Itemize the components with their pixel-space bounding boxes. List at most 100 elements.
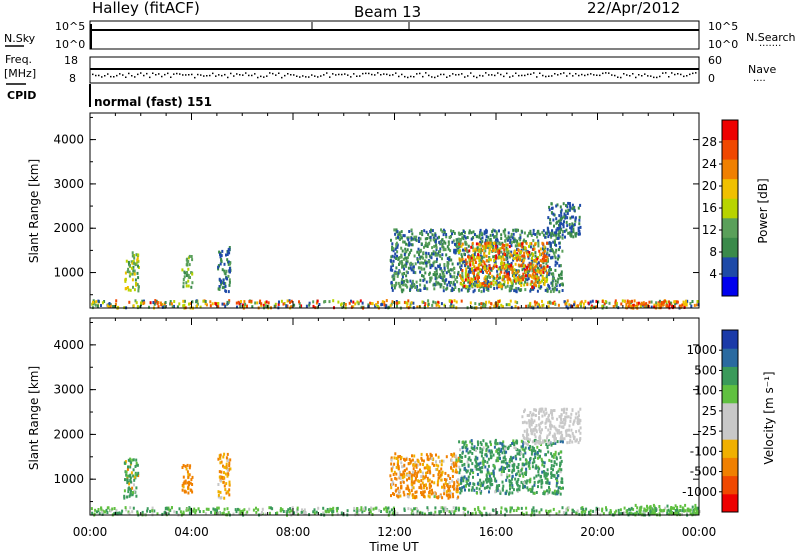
vel-cell: [522, 474, 525, 478]
vel-cell: [428, 491, 431, 495]
power-cell: [492, 228, 495, 232]
power-cell: [547, 230, 550, 234]
power-cell: [546, 257, 549, 261]
nave-dot: [266, 75, 268, 77]
power-cell: [455, 300, 458, 304]
power-cell: [397, 233, 400, 237]
vel-cell: [326, 508, 329, 511]
power-cell: [260, 302, 263, 306]
vel-cell: [481, 460, 484, 464]
power-cell: [456, 249, 459, 253]
power-cell: [421, 233, 424, 237]
vel-cell: [674, 511, 677, 515]
vel-cell: [394, 452, 397, 456]
vel-cell: [484, 465, 487, 469]
vel-cell: [617, 508, 620, 512]
vel-cell: [629, 508, 632, 512]
power-cell: [390, 255, 393, 259]
vel-cell: [527, 442, 529, 446]
vel-cell: [90, 507, 93, 511]
power-cell: [504, 275, 507, 279]
power-cell: [465, 242, 468, 246]
vel-cell: [391, 480, 394, 484]
power-cell: [477, 284, 480, 288]
vel-cell: [573, 435, 576, 439]
vel-cell: [625, 509, 628, 513]
power-cell: [470, 256, 473, 260]
power-cell: [662, 300, 665, 304]
vel-cell: [487, 479, 490, 483]
vel-cell: [528, 421, 531, 425]
power-cell: [422, 279, 425, 283]
power-cell: [442, 233, 445, 237]
vel-cell: [533, 433, 536, 437]
nave-dot: [167, 72, 169, 75]
power-cell: [434, 301, 437, 305]
power-cell: [185, 284, 188, 288]
power-cell: [467, 280, 470, 284]
vel-cell: [508, 460, 511, 464]
power-cell: [264, 301, 267, 305]
power-cell: [130, 266, 133, 270]
power-cell: [223, 262, 226, 266]
x-axis-title: Time UT: [368, 540, 419, 554]
power-cell: [615, 304, 618, 308]
power-cell: [464, 231, 466, 234]
nave-dot: [257, 76, 259, 79]
vel-cell: [433, 512, 435, 516]
vel-cell: [528, 413, 531, 417]
vel-cell: [515, 457, 518, 461]
power-cell: [522, 260, 525, 264]
vel-cell: [570, 412, 573, 416]
power-colorbar-tick-label: 28: [702, 135, 717, 149]
power-cell: [427, 242, 430, 246]
power-cell: [457, 272, 459, 276]
power-cell: [551, 231, 554, 235]
vel-cell: [579, 419, 582, 423]
vel-cell: [689, 512, 692, 516]
power-cell: [437, 265, 440, 269]
power-cell: [567, 208, 570, 212]
power-cell: [486, 239, 489, 243]
power-cell: [136, 271, 139, 275]
power-cell: [132, 304, 135, 308]
power-cell: [458, 289, 461, 293]
vel-cell: [411, 509, 414, 513]
power-cell: [544, 254, 547, 258]
vel-cell: [460, 488, 463, 492]
nave-dot: [668, 76, 670, 78]
vel-cell: [187, 485, 190, 489]
power-cell: [421, 274, 423, 278]
vel-cell: [228, 461, 231, 465]
vel-cell: [415, 476, 417, 480]
nave-dot: [596, 74, 598, 76]
vel-cell: [545, 453, 547, 457]
nave-dot: [629, 75, 631, 77]
vel-cell: [433, 494, 436, 498]
power-cell: [408, 243, 411, 247]
vel-cell: [126, 474, 129, 478]
power-cell: [396, 230, 399, 234]
vel-cell: [566, 441, 569, 445]
vel-cell: [464, 440, 467, 444]
vel-cell: [129, 493, 132, 497]
vel-cell: [480, 443, 483, 446]
vel-cell: [689, 508, 691, 512]
vel-cell: [178, 507, 181, 511]
power-cell: [482, 289, 485, 293]
power-cell: [555, 204, 558, 208]
power-cell: [479, 282, 482, 286]
power-cell: [419, 257, 422, 261]
power-cell: [510, 250, 513, 254]
power-cell: [389, 304, 392, 308]
power-cell: [445, 233, 448, 236]
power-colorbar-tick-label: 12: [702, 223, 717, 237]
vel-cell: [391, 512, 394, 516]
power-cell: [495, 238, 497, 242]
power-cell: [433, 287, 436, 291]
power-cell: [470, 282, 473, 285]
power-cell: [224, 304, 227, 308]
power-cell: [416, 258, 419, 261]
power-cell: [443, 268, 446, 272]
vel-cell: [467, 478, 470, 482]
